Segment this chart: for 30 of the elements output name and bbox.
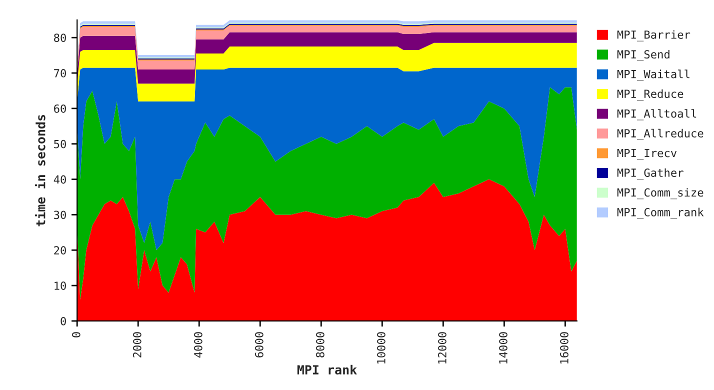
x-tick-label: 14000	[499, 332, 508, 364]
y-tick-label: 30	[54, 210, 66, 220]
x-tick-label: 16000	[560, 332, 568, 364]
x-tick-label: 0	[72, 332, 80, 338]
y-tick-label: 60	[54, 104, 66, 113]
legend-label: MPI_Allreduce	[617, 128, 704, 140]
x-tick-label: 2000	[132, 332, 142, 358]
legend-label: MPI_Waitall	[617, 70, 690, 81]
x-tick-label: 10000	[377, 332, 386, 364]
x-tick-label: 12000	[438, 332, 446, 364]
y-tick-label: 80	[54, 34, 66, 42]
legend-label: MPI_Send	[617, 50, 670, 62]
y-tick-label: 50	[54, 140, 66, 148]
legend-label: MPI_Gather	[617, 168, 684, 180]
x-tick-label: 8000	[316, 332, 324, 358]
y-tick-label: 70	[54, 69, 66, 78]
y-axis-title: time in seconds	[35, 115, 46, 226]
x-tick-label: 4000	[194, 332, 202, 358]
legend-label: MPI_Barrier	[617, 30, 690, 42]
y-tick-label: 40	[54, 175, 66, 184]
y-tick-label: 20	[54, 246, 66, 255]
x-tick-label: 6000	[254, 332, 264, 358]
legend-label: MPI_Alltoall	[617, 109, 696, 120]
x-axis-title: MPI rank	[297, 364, 357, 375]
legend-label: MPI_Comm_size	[617, 188, 704, 200]
y-tick-label: 10	[54, 282, 66, 290]
legend-label: MPI_Irecv	[617, 148, 677, 160]
legend-label: MPI_Reduce	[617, 89, 684, 100]
y-tick-label: 0	[60, 316, 66, 326]
legend-label: MPI_Comm_rank	[617, 208, 704, 219]
